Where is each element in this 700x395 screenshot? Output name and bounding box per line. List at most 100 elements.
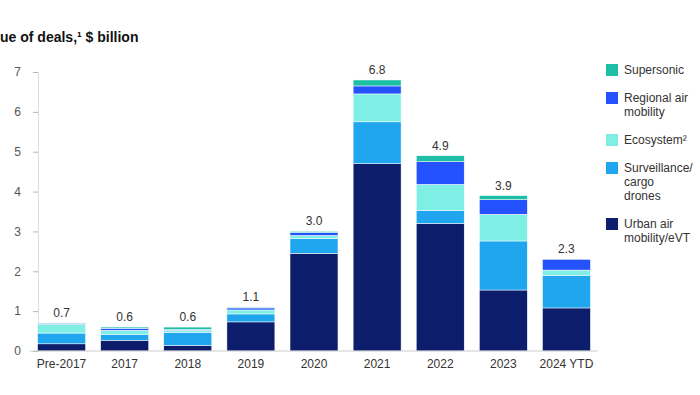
y-tick-mark [33, 311, 38, 312]
x-tick-label: 2020 [301, 357, 328, 371]
y-tick-mark [33, 231, 38, 232]
y-tick: 4 [14, 185, 38, 199]
y-tick-mark [33, 271, 38, 272]
bar [164, 332, 212, 345]
y-tick-label: 7 [14, 65, 21, 79]
title: ue of deals,¹ $ billion [0, 29, 138, 45]
y-tick: 2 [14, 265, 38, 279]
y-tick-label: 6 [14, 105, 21, 119]
x-tick-label: 2022 [427, 357, 454, 371]
y-axis: 0 1 2 3 4 5 6 7 [14, 65, 38, 358]
chart: ue of deals,¹ $ billion 0 1 2 3 4 5 6 7 Pre-2017 2… [0, 0, 700, 395]
bar [353, 122, 401, 164]
bar [38, 323, 86, 325]
legend-label: Urban airmobility/eVT [624, 217, 691, 245]
legend-item: Ecosystem² [606, 133, 687, 147]
bar [542, 275, 590, 308]
legend-swatch [606, 162, 618, 174]
bar [101, 327, 149, 328]
series [38, 164, 591, 351]
x-tick-label: 2017 [111, 357, 138, 371]
bar [479, 214, 527, 241]
y-tick-mark [33, 152, 38, 153]
y-tick-label: 0 [14, 344, 21, 358]
bar [542, 308, 590, 351]
legend-swatch [606, 64, 618, 76]
bar [416, 184, 464, 210]
y-tick-mark [33, 192, 38, 193]
bar [542, 270, 590, 275]
bar [101, 330, 149, 334]
legend-swatch [606, 92, 618, 104]
bar [290, 231, 338, 232]
bar [542, 259, 590, 260]
total-label: 6.8 [369, 63, 386, 77]
x-tick-label: 2018 [174, 357, 201, 371]
y-axis-line [38, 73, 39, 352]
total-label: 0.6 [179, 310, 196, 324]
series [38, 80, 528, 330]
x-axis: Pre-201720172018201920202021202220232024… [37, 351, 594, 371]
baseline [30, 351, 598, 352]
bar [479, 200, 527, 215]
x-tick: Pre-2017 [37, 351, 87, 371]
series [38, 86, 591, 330]
y-tick-label: 1 [14, 304, 21, 318]
bar [290, 233, 338, 236]
total-label: 0.6 [116, 310, 133, 324]
bar [353, 86, 401, 94]
legend-label: Regional airmobility [624, 91, 688, 119]
bars [38, 80, 591, 351]
bar [227, 314, 275, 322]
bar [101, 334, 149, 340]
bar [38, 344, 86, 351]
y-tick: 3 [14, 225, 38, 239]
x-tick-label: 2024 YTD [540, 357, 594, 371]
bar [227, 322, 275, 351]
y-tick: 1 [14, 304, 38, 318]
legend-item: Urban airmobility/eVT [606, 217, 691, 245]
legend-label: Surveillance/cargodrones [624, 161, 693, 203]
x-tick: 2021 [364, 351, 391, 371]
x-tick-label: Pre-2017 [37, 357, 87, 371]
x-tick-label: 2021 [364, 357, 391, 371]
bar [227, 310, 275, 314]
x-tick-label: 2023 [490, 357, 517, 371]
bar [164, 327, 212, 329]
x-tick: 2018 [174, 351, 201, 371]
total-label: 3.9 [495, 179, 512, 193]
bar [416, 210, 464, 223]
legend-item: Surveillance/cargodrones [606, 161, 693, 203]
bar [290, 235, 338, 238]
y-tick: 5 [14, 145, 38, 159]
bar [353, 164, 401, 351]
total-label: 2.3 [558, 242, 575, 256]
total-label: 4.9 [432, 139, 449, 153]
series [38, 122, 591, 346]
bar [416, 156, 464, 162]
y-tick-label: 5 [14, 145, 21, 159]
totals: 0.70.60.61.13.06.84.93.92.3 [53, 63, 575, 324]
y-tick-label: 2 [14, 265, 21, 279]
legend-swatch [606, 134, 618, 146]
x-tick: 2017 [111, 351, 138, 371]
bar [416, 223, 464, 351]
legend-label: Supersonic [624, 63, 684, 77]
bar [479, 241, 527, 290]
legend-swatch [606, 218, 618, 230]
bar [542, 259, 590, 270]
bar [101, 328, 149, 330]
bar [479, 290, 527, 351]
x-tick: 2024 YTD [540, 351, 594, 371]
bar [38, 333, 86, 344]
bar [416, 162, 464, 185]
x-tick: 2022 [427, 351, 454, 371]
total-label: 0.7 [53, 306, 70, 320]
legend: Supersonic Regional airmobility Ecosystem²… [606, 63, 693, 245]
bar [38, 324, 86, 333]
bar [101, 340, 149, 351]
bar [38, 323, 86, 324]
legend-item: Regional airmobility [606, 91, 688, 119]
x-tick: 2020 [301, 351, 328, 371]
bar [164, 345, 212, 351]
